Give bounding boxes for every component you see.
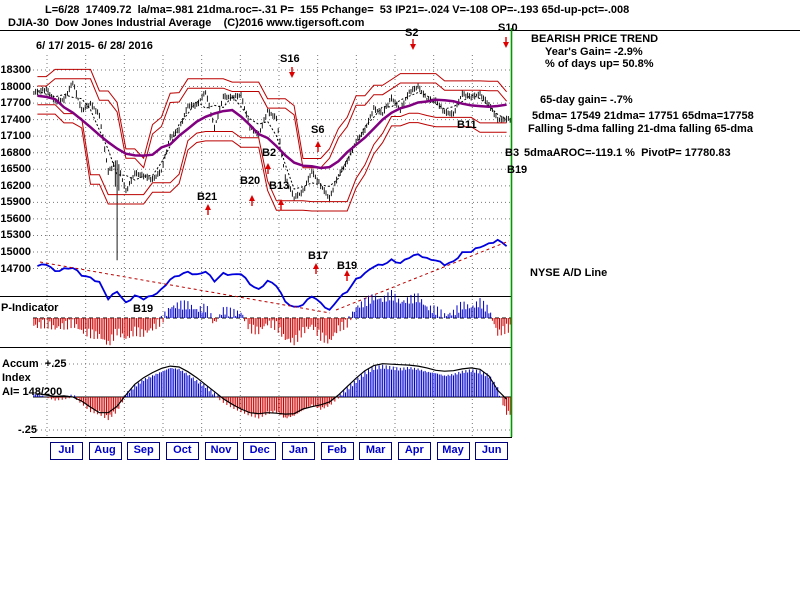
signal-b19: B19 (507, 164, 528, 176)
signal-b11: B11 (457, 119, 477, 131)
signal-b13: B13 (269, 180, 290, 192)
month-label-jan: Jan (281, 442, 315, 460)
nyse-ad-label: NYSE A/D Line (530, 267, 608, 279)
signal-s6: S6 (311, 124, 325, 136)
month-label-mar: Mar (359, 442, 393, 460)
month-label-oct: Oct (165, 442, 199, 460)
month-label-aug: Aug (88, 442, 122, 460)
y-axis-label-16500: 16500 (0, 163, 31, 176)
status-line: L=6/28 17409.72 la/ma=.981 21dma.roc=-.3… (45, 4, 630, 16)
minus25-label: -.25 (18, 424, 37, 436)
signal-b20: B20 (240, 175, 261, 187)
gain65-label: 65-day gain= -.7% (540, 94, 633, 106)
signal-b17: B17 (308, 250, 329, 262)
years-gain-label: Year's Gain= -2.9% (545, 46, 643, 58)
signal-b3: B3 (505, 147, 520, 159)
aroc-pivot-label: 5dmaAROC=-119.1 % PivotP= 17780.83 (524, 147, 731, 159)
month-label-jul: Jul (49, 442, 83, 460)
y-axis-label-15300: 15300 (0, 229, 31, 242)
y-axis-label-17700: 17700 (0, 97, 31, 110)
accum-label: Accum +.25 (2, 358, 67, 370)
signal-b19: B19 (337, 260, 358, 272)
y-axis-label-18000: 18000 (0, 80, 31, 93)
signal-s2: S2 (405, 27, 419, 39)
y-axis-label-16800: 16800 (0, 146, 31, 159)
title-line: DJIA-30 Dow Jones Industrial Average (C)… (8, 17, 365, 29)
dma-values-label: 5dma= 17549 21dma= 17751 65dma=17758 (532, 110, 754, 122)
month-label-jun: Jun (475, 442, 509, 460)
signal-b2: B2 (262, 147, 277, 159)
signal-s10: S10 (498, 22, 518, 34)
y-axis-label-15600: 15600 (0, 212, 31, 225)
y-axis-label-17400: 17400 (0, 113, 31, 126)
month-label-dec: Dec (243, 442, 277, 460)
index-label: Index (2, 372, 31, 384)
month-label-may: May (436, 442, 470, 460)
p-indicator-label: P-Indicator (1, 302, 59, 314)
y-axis-label-17100: 17100 (0, 130, 31, 143)
signal-b19: B19 (133, 303, 154, 315)
signal-b21: B21 (197, 191, 218, 203)
y-axis-label-15000: 15000 (0, 246, 31, 258)
ai-ratio-label: AI= 148/200 (2, 386, 63, 398)
y-axis-label-16200: 16200 (0, 179, 31, 192)
y-axis-label-18300: 18300 (0, 64, 31, 76)
signal-s16: S16 (280, 53, 300, 65)
falling-dma-label: Falling 5-dma falling 21-dma falling 65-… (528, 123, 753, 135)
month-label-sep: Sep (127, 442, 161, 460)
month-label-nov: Nov (204, 442, 238, 460)
days-up-label: % of days up= 50.8% (545, 58, 654, 70)
y-axis-label-15900: 15900 (0, 196, 31, 209)
month-label-feb: Feb (320, 442, 354, 460)
month-label-apr: Apr (397, 442, 431, 460)
date-range: 6/ 17/ 2015- 6/ 28/ 2016 (36, 40, 153, 52)
y-axis-label-14700: 14700 (0, 262, 31, 275)
trend-label: BEARISH PRICE TREND (531, 33, 659, 45)
